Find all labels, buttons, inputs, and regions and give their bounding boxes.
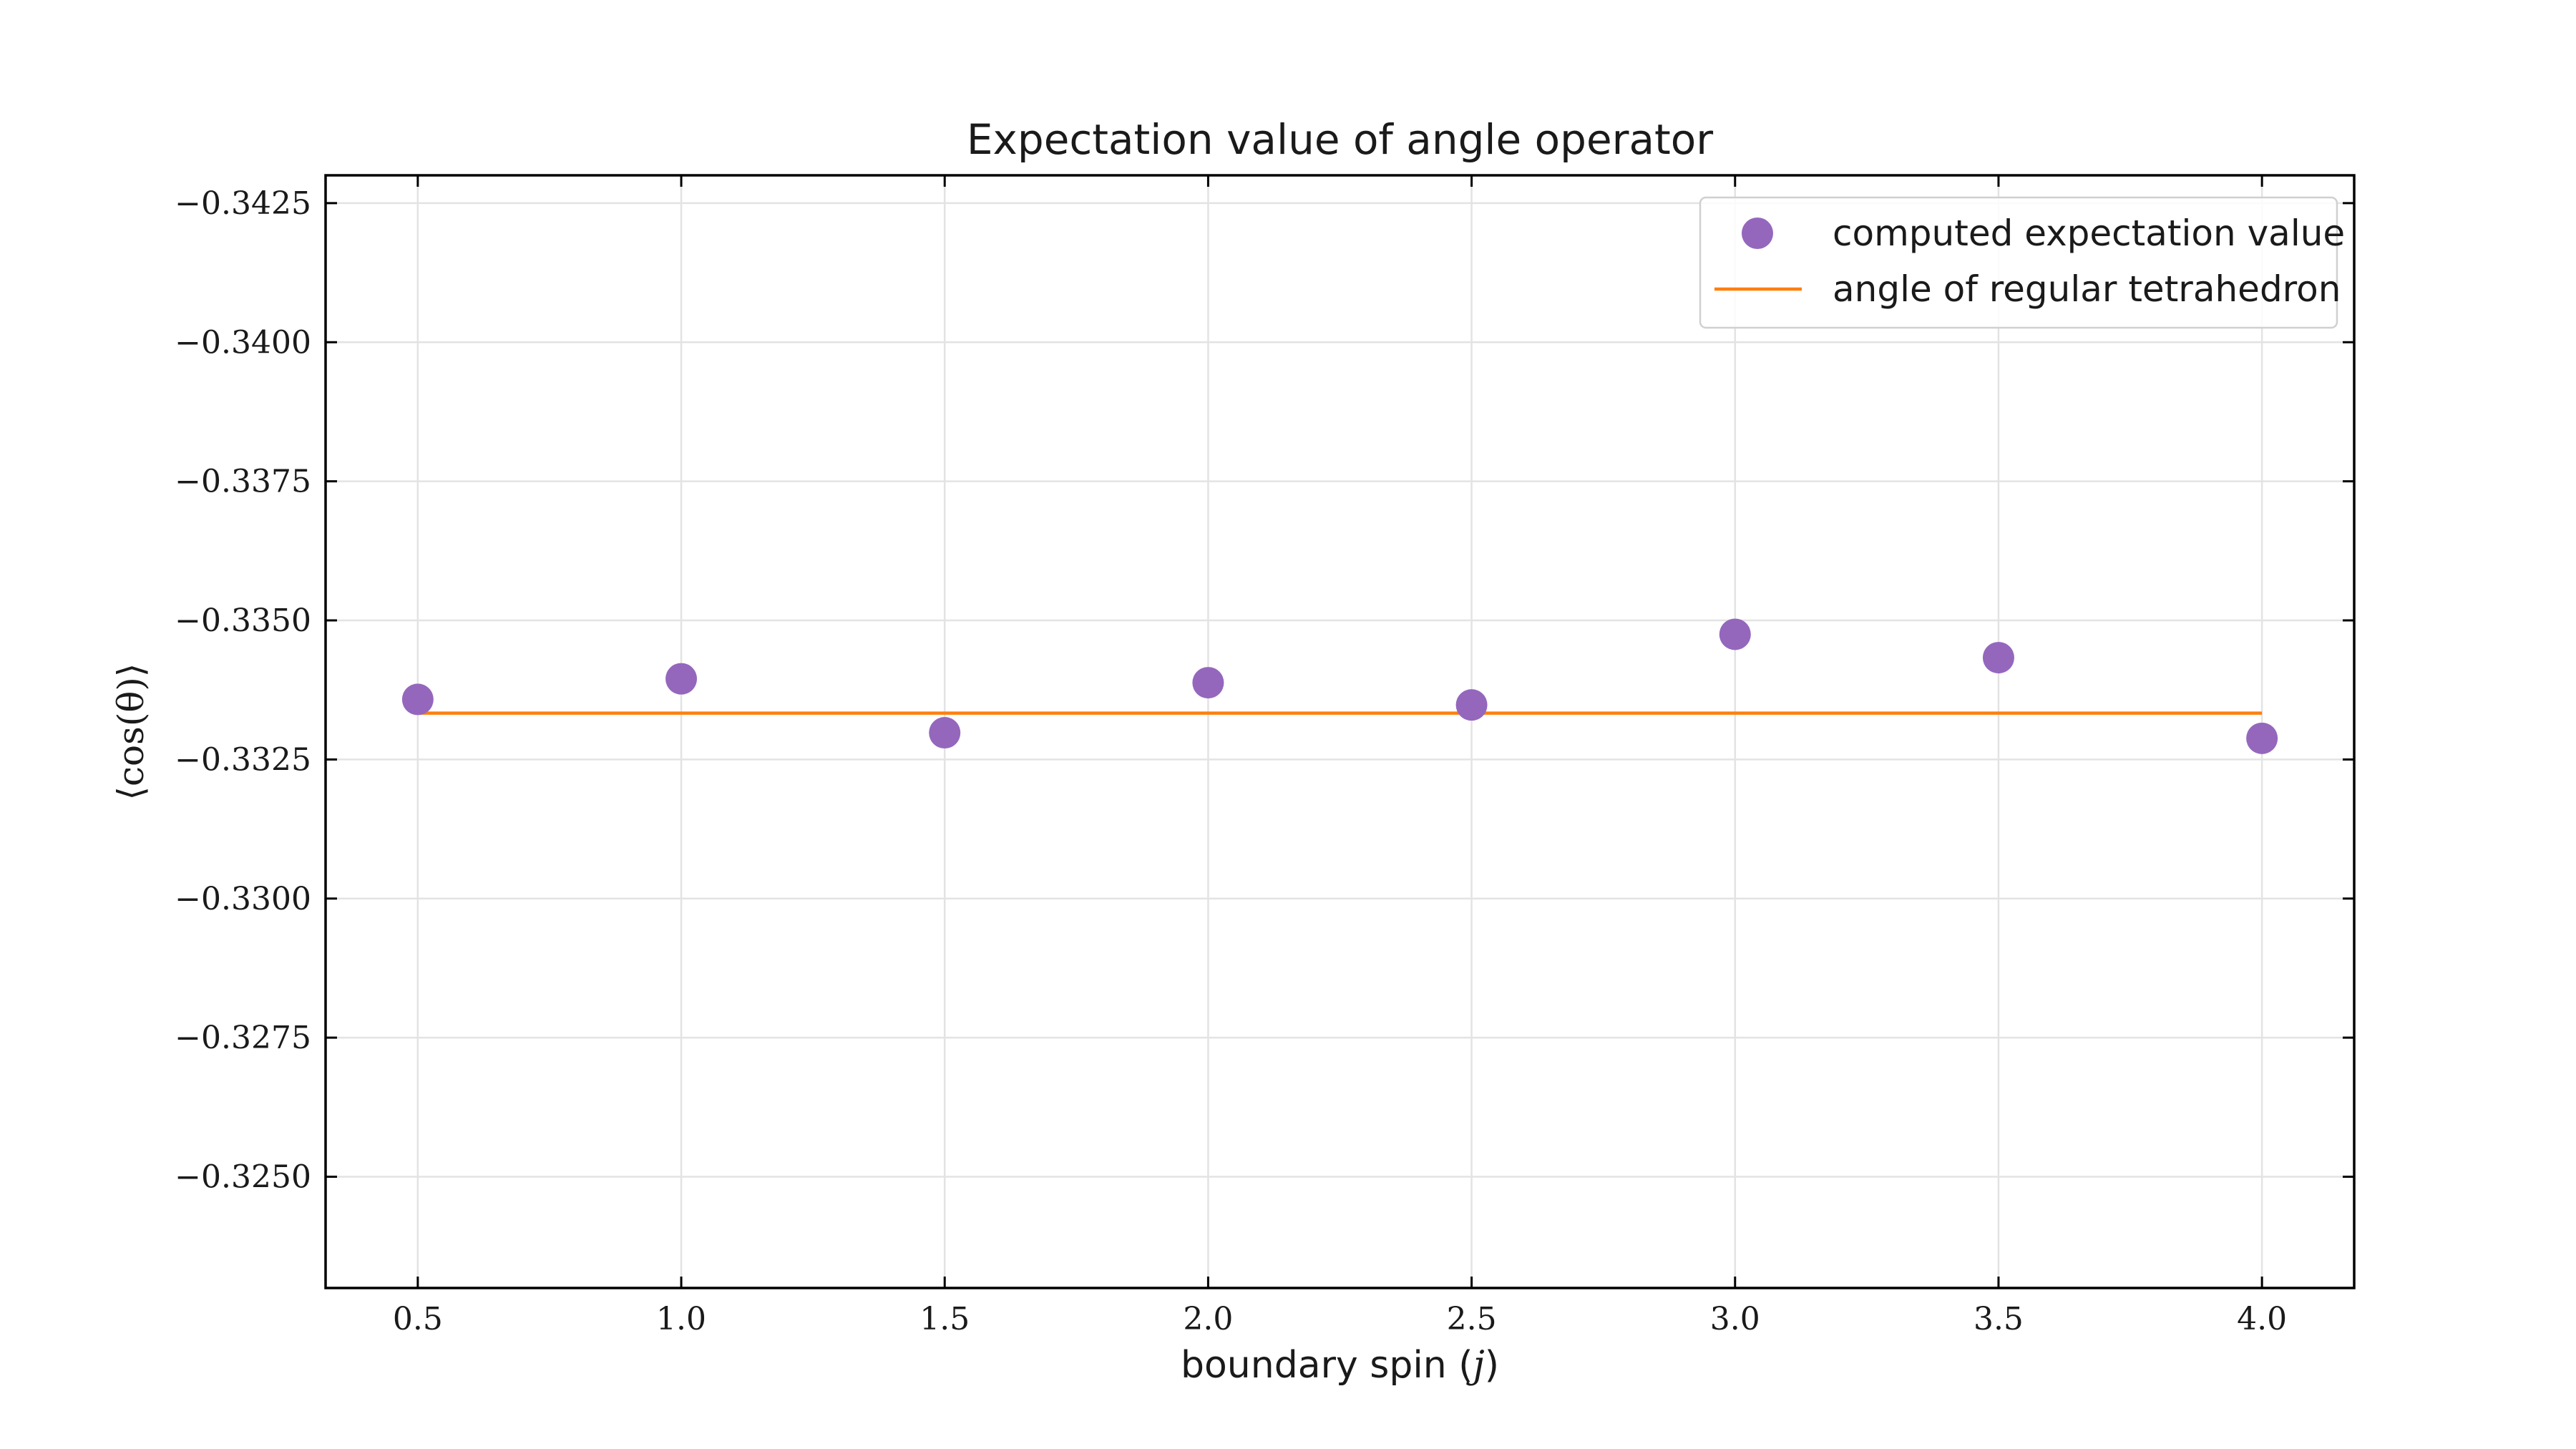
ticks: 0.5 1.0 1.5 2.0 2.5 3.0 3.5 4.0 −0.3425 −0.3400 −0… <box>175 175 2354 1337</box>
y-tick-label: −0.3400 <box>175 324 311 361</box>
data-point <box>401 683 434 716</box>
data-point <box>2246 722 2278 754</box>
legend-label-scatter: computed expectation value <box>1833 213 2345 254</box>
data-point <box>1192 667 1224 699</box>
data-point <box>665 663 698 695</box>
y-tick-label: −0.3425 <box>175 185 311 222</box>
x-tick-label: 2.0 <box>1183 1301 1233 1337</box>
data-point <box>1982 642 2014 674</box>
data-point <box>1455 689 1488 721</box>
x-tick-label: 3.0 <box>1710 1301 1760 1337</box>
y-tick-label: −0.3350 <box>175 602 311 639</box>
x-tick-label: 0.5 <box>393 1301 443 1337</box>
legend-marker-scatter <box>1742 218 1773 249</box>
grid <box>326 175 2354 1288</box>
data-point <box>1719 618 1751 650</box>
x-tick-label: 4.0 <box>2237 1301 2287 1337</box>
x-axis-label: boundary spin (j) <box>1181 1344 1499 1387</box>
legend: computed expectation value angle of regu… <box>1699 196 2345 329</box>
legend-label-line: angle of regular tetrahedron <box>1833 268 2341 310</box>
y-tick-label: −0.3375 <box>175 464 311 500</box>
chart-title: Expectation value of angle operator <box>967 115 1713 164</box>
y-axis-label: ⟨cos(θ)⟩ <box>110 663 152 801</box>
axes-frame <box>324 174 2356 1289</box>
plot-series <box>401 618 2278 754</box>
y-tick-label: −0.3300 <box>175 881 311 917</box>
x-tick-label: 1.0 <box>656 1301 706 1337</box>
x-tick-label: 2.5 <box>1447 1301 1497 1337</box>
x-tick-label: 1.5 <box>919 1301 970 1337</box>
data-point <box>929 717 961 749</box>
x-axis-label-prefix: boundary spin ( <box>1181 1344 1473 1387</box>
y-tick-label: −0.3250 <box>175 1159 311 1196</box>
x-tick-label: 3.5 <box>1974 1301 2024 1337</box>
legend-box <box>1699 196 2338 329</box>
x-axis-label-suffix: ) <box>1485 1344 1499 1387</box>
y-tick-label: −0.3325 <box>175 741 311 778</box>
y-tick-label: −0.3275 <box>175 1020 311 1056</box>
